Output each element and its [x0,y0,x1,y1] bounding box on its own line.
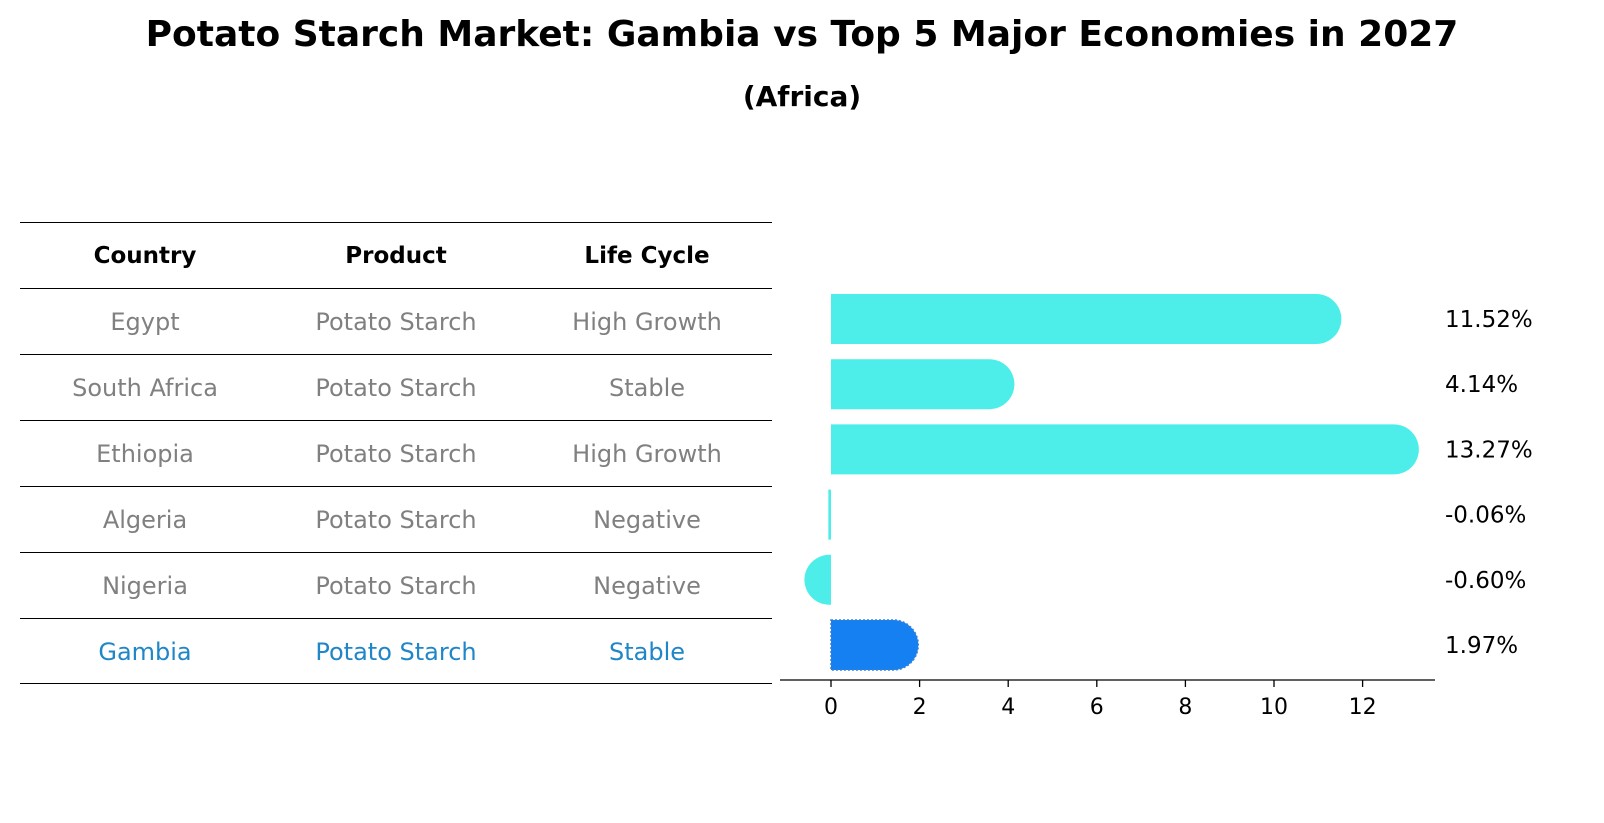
life-cycle-cell: Stable [608,638,686,666]
header-product: Product [345,243,447,269]
bar-ethiopia [831,424,1419,475]
table-row-highlighted: Gambia Potato Starch Stable [20,618,772,684]
country-cell: Gambia [98,638,192,666]
x-tick-label: 8 [1178,695,1192,720]
x-tick-label: 6 [1090,695,1104,720]
product-cell: Potato Starch [315,440,477,468]
data-label: 4.14% [1445,372,1518,398]
bar-south-africa [831,359,1015,410]
life-cycle-cell: Stable [608,374,686,402]
header-country: Country [93,243,197,269]
data-label: 11.52% [1445,307,1533,333]
country-cell: Algeria [102,506,188,534]
x-tick-label: 10 [1260,695,1288,720]
data-label: 1.97% [1445,633,1518,659]
data-label: -0.60% [1445,568,1526,594]
product-cell: Potato Starch [315,506,477,534]
product-cell: Potato Starch [315,572,477,600]
life-cycle-cell: Negative [593,506,701,534]
table-row: Ethiopia Potato Starch High Growth [20,420,772,486]
x-axis: 0 2 4 6 8 10 12 [780,679,1435,720]
x-tick-label: 12 [1349,695,1377,720]
value-labels-group: 11.52% 4.14% 13.27% -0.06% -0.60% 1.97% [1445,307,1533,659]
chart-subtitle: (Africa) [742,80,862,113]
x-tick-label: 4 [1001,695,1015,720]
table-row: Egypt Potato Starch High Growth [20,288,772,354]
bar-gambia [830,619,919,671]
header-life-cycle: Life Cycle [584,243,710,269]
country-cell: Egypt [110,308,180,336]
chart-title: Potato Starch Market: Gambia vs Top 5 Ma… [145,14,1459,55]
bar-chart: 11.52% 4.14% 13.27% -0.06% -0.60% 1.97% 0 2 4 6 8… [780,294,1533,720]
product-cell: Potato Starch [315,308,477,336]
life-cycle-cell: Negative [593,572,701,600]
comparison-table: Country Product Life Cycle Egypt Potato … [20,222,772,684]
country-cell: South Africa [72,374,218,402]
data-label: 13.27% [1445,437,1533,463]
bars-group [804,294,1419,671]
life-cycle-cell: High Growth [572,308,722,336]
life-cycle-cell: High Growth [572,440,722,468]
table-header-row: Country Product Life Cycle [20,222,772,288]
product-cell: Potato Starch [315,374,477,402]
bar-egypt [831,294,1342,344]
table-row: South Africa Potato Starch Stable [20,354,772,420]
country-cell: Ethiopia [96,440,194,468]
bar-nigeria [804,554,831,605]
country-cell: Nigeria [102,572,188,600]
bar-algeria [828,489,831,540]
x-tick-label: 0 [824,695,838,720]
data-label: -0.06% [1445,503,1526,529]
x-tick-label: 2 [913,695,927,720]
table-row: Nigeria Potato Starch Negative [20,552,772,618]
product-cell: Potato Starch [315,638,477,666]
table-row: Algeria Potato Starch Negative [20,486,772,552]
